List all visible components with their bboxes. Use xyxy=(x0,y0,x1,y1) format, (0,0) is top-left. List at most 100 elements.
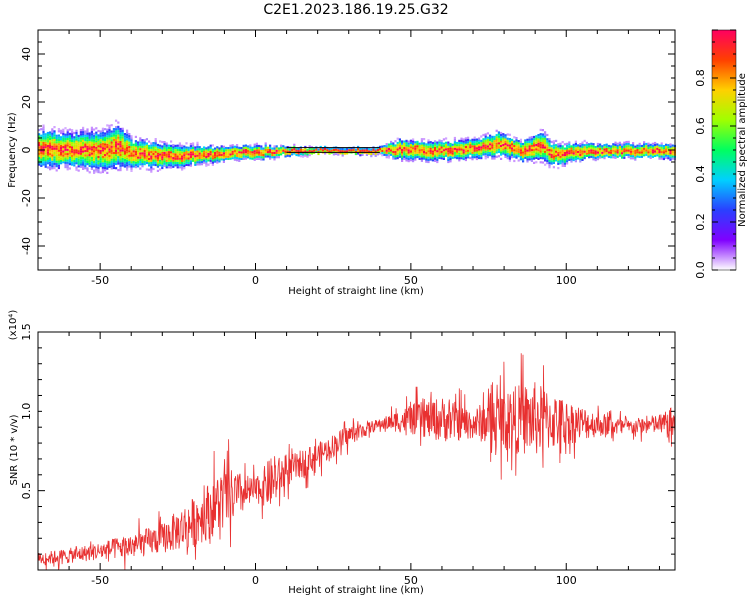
spectrogram-cell xyxy=(508,138,511,141)
spectrogram-cell xyxy=(409,144,412,147)
spectrogram-cell xyxy=(145,168,148,171)
spectrogram-cell xyxy=(62,133,65,136)
spectrogram-cell xyxy=(401,153,404,156)
spectrogram-cell xyxy=(614,143,617,146)
spectrogram-cell xyxy=(275,154,278,157)
spectrogram-cell xyxy=(623,152,626,155)
spectrogram-cell xyxy=(44,146,47,149)
spectrogram-cell xyxy=(524,154,527,157)
spectrogram-cell xyxy=(396,150,399,153)
spectrogram-cell xyxy=(51,149,54,153)
spectrogram-cell xyxy=(511,149,514,152)
spectrogram-cell xyxy=(200,163,203,166)
spectrogram-cell xyxy=(533,140,536,143)
spectrogram-cell xyxy=(658,153,661,156)
spectrogram-cell xyxy=(143,158,146,161)
spectrogram-cell xyxy=(99,156,102,159)
spectrogram-cell xyxy=(517,155,520,158)
spectrogram-cell xyxy=(623,145,626,149)
spectrogram-cell xyxy=(407,157,410,161)
spectrogram-cell xyxy=(112,160,115,163)
spectrogram-cell xyxy=(425,158,428,161)
spectrogram-cell xyxy=(60,136,63,139)
spectrogram-cell xyxy=(231,144,234,147)
spectrogram-cell xyxy=(82,144,85,147)
spectrogram-cell xyxy=(108,146,111,149)
spectrogram-cell xyxy=(115,132,118,135)
spectrogram-cell xyxy=(86,152,89,155)
snr-x-ticks: -50 0 50 100 xyxy=(37,332,660,587)
spectrogram-cell xyxy=(398,138,401,141)
spectrogram-cell xyxy=(616,155,619,158)
spectrogram-cell xyxy=(123,141,126,144)
spectrogram-cell xyxy=(601,156,604,159)
spectrogram-cell xyxy=(64,135,67,138)
spectrogram-cell xyxy=(464,139,467,142)
spectrogram-cell xyxy=(647,144,650,147)
spectrogram-cell xyxy=(511,145,514,148)
spectrogram-cell xyxy=(117,158,120,161)
spectrogram-cell xyxy=(324,152,327,155)
spectrogram-cell xyxy=(561,151,564,154)
spectrogram-cell xyxy=(170,144,173,147)
spectrogram-cell xyxy=(55,141,58,144)
spectrogram-cell xyxy=(82,128,85,132)
spectrogram-cell xyxy=(183,154,186,157)
spectrogram-cell xyxy=(165,144,168,147)
spectrogram-cell xyxy=(392,142,395,145)
spectrogram-cell xyxy=(658,148,661,151)
spectrogram-cell xyxy=(126,146,129,150)
spectrogram-cell xyxy=(163,143,166,146)
spectrogram-cell xyxy=(480,150,483,153)
spectrogram-cell xyxy=(431,159,434,162)
spectrogram-cell xyxy=(555,154,558,158)
spectrogram-cell xyxy=(123,139,126,142)
spectrogram-cell xyxy=(548,164,551,167)
spectrogram-cell xyxy=(625,153,628,156)
spectrogram-cell xyxy=(486,151,489,154)
spectrogram-cell xyxy=(75,151,78,154)
spectrogram-cell xyxy=(403,147,406,150)
spectrogram-cell xyxy=(128,150,131,153)
spectrogram-cell xyxy=(458,148,461,151)
spectrogram-cell xyxy=(119,162,122,165)
spectrogram-cell xyxy=(231,146,234,149)
spectrogram-cell xyxy=(82,165,85,168)
spectrogram-cell xyxy=(548,144,551,147)
spectrogram-cell xyxy=(497,133,500,136)
spectrogram-cell xyxy=(90,148,93,151)
spectrogram-cell xyxy=(258,149,261,152)
spectrogram-cell xyxy=(588,151,591,154)
spectrogram-cell xyxy=(471,149,474,152)
spectrogram-cell xyxy=(240,155,243,158)
spectrogram-cell xyxy=(583,152,586,155)
spectrogram-cell xyxy=(326,149,329,152)
spectrogram-cell xyxy=(93,147,96,151)
spectrogram-cell xyxy=(533,161,536,164)
spectrogram-cell xyxy=(354,150,357,153)
spectrogram-cell xyxy=(431,154,434,158)
spectrogram-cell xyxy=(563,147,566,150)
spectrogram-cell xyxy=(57,141,60,144)
spectrogram-cell xyxy=(478,139,481,142)
spectrogram-cell xyxy=(361,147,364,150)
spectrogram-cell xyxy=(409,141,412,144)
spectrogram-cell xyxy=(227,153,230,156)
spectrogram-cell xyxy=(612,147,615,150)
spectrogram-cell xyxy=(436,158,439,161)
spectrogram-cell xyxy=(539,150,542,153)
spectrogram-cell xyxy=(196,163,199,166)
spectrogram-cell xyxy=(123,161,126,164)
spectrogram-cell xyxy=(647,155,650,158)
spectrogram-cell xyxy=(247,149,250,152)
spectrogram-cell xyxy=(403,151,406,154)
spectrogram-cell xyxy=(478,143,481,147)
spectrogram-cell xyxy=(123,133,126,136)
spectrogram-cell xyxy=(130,152,133,155)
spectrogram-cell xyxy=(42,163,45,166)
spectrogram-cell xyxy=(66,155,69,158)
spectrogram-cell xyxy=(497,137,500,140)
spectrogram-cell xyxy=(143,147,146,150)
spectrogram-cell xyxy=(530,155,533,158)
spectrogram-cell xyxy=(374,148,377,151)
